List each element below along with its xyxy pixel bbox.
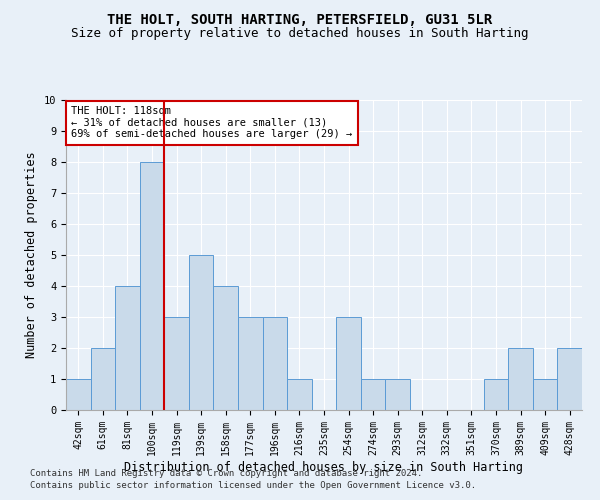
Text: THE HOLT, SOUTH HARTING, PETERSFIELD, GU31 5LR: THE HOLT, SOUTH HARTING, PETERSFIELD, GU… <box>107 12 493 26</box>
Bar <box>533 379 557 410</box>
Bar <box>508 348 533 410</box>
Text: THE HOLT: 118sqm
← 31% of detached houses are smaller (13)
69% of semi-detached : THE HOLT: 118sqm ← 31% of detached house… <box>71 106 352 140</box>
Bar <box>140 162 164 410</box>
Bar <box>263 317 287 410</box>
Bar <box>336 317 361 410</box>
Text: Contains HM Land Registry data © Crown copyright and database right 2024.: Contains HM Land Registry data © Crown c… <box>30 468 422 477</box>
Y-axis label: Number of detached properties: Number of detached properties <box>25 152 38 358</box>
Bar <box>361 379 385 410</box>
Bar <box>91 348 115 410</box>
Bar <box>66 379 91 410</box>
Bar <box>115 286 140 410</box>
Text: Contains public sector information licensed under the Open Government Licence v3: Contains public sector information licen… <box>30 481 476 490</box>
Bar <box>238 317 263 410</box>
Bar <box>164 317 189 410</box>
X-axis label: Distribution of detached houses by size in South Harting: Distribution of detached houses by size … <box>125 460 523 473</box>
Text: Size of property relative to detached houses in South Harting: Size of property relative to detached ho… <box>71 28 529 40</box>
Bar <box>287 379 312 410</box>
Bar <box>557 348 582 410</box>
Bar <box>189 255 214 410</box>
Bar <box>385 379 410 410</box>
Bar <box>214 286 238 410</box>
Bar <box>484 379 508 410</box>
